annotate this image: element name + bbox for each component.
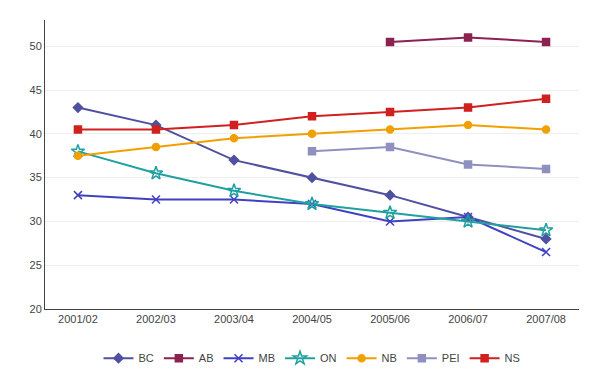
svg-text:MB: MB xyxy=(259,352,276,364)
svg-text:PEI: PEI xyxy=(442,352,460,364)
svg-text:AB: AB xyxy=(199,352,214,364)
svg-text:2001/02: 2001/02 xyxy=(58,313,98,325)
svg-text:ON: ON xyxy=(320,352,337,364)
svg-text:2003/04: 2003/04 xyxy=(214,313,254,325)
svg-text:25: 25 xyxy=(30,259,42,271)
svg-text:30: 30 xyxy=(30,215,42,227)
svg-text:2002/03: 2002/03 xyxy=(136,313,176,325)
svg-text:BC: BC xyxy=(139,352,154,364)
svg-text:NB: NB xyxy=(382,352,397,364)
svg-text:NS: NS xyxy=(505,352,520,364)
svg-text:40: 40 xyxy=(30,128,42,140)
svg-text:2007/08: 2007/08 xyxy=(526,313,566,325)
svg-text:45: 45 xyxy=(30,84,42,96)
svg-text:50: 50 xyxy=(30,40,42,52)
svg-text:2006/07: 2006/07 xyxy=(448,313,488,325)
svg-text:20: 20 xyxy=(30,303,42,315)
svg-text:35: 35 xyxy=(30,171,42,183)
svg-text:2005/06: 2005/06 xyxy=(370,313,410,325)
svg-text:2004/05: 2004/05 xyxy=(292,313,332,325)
